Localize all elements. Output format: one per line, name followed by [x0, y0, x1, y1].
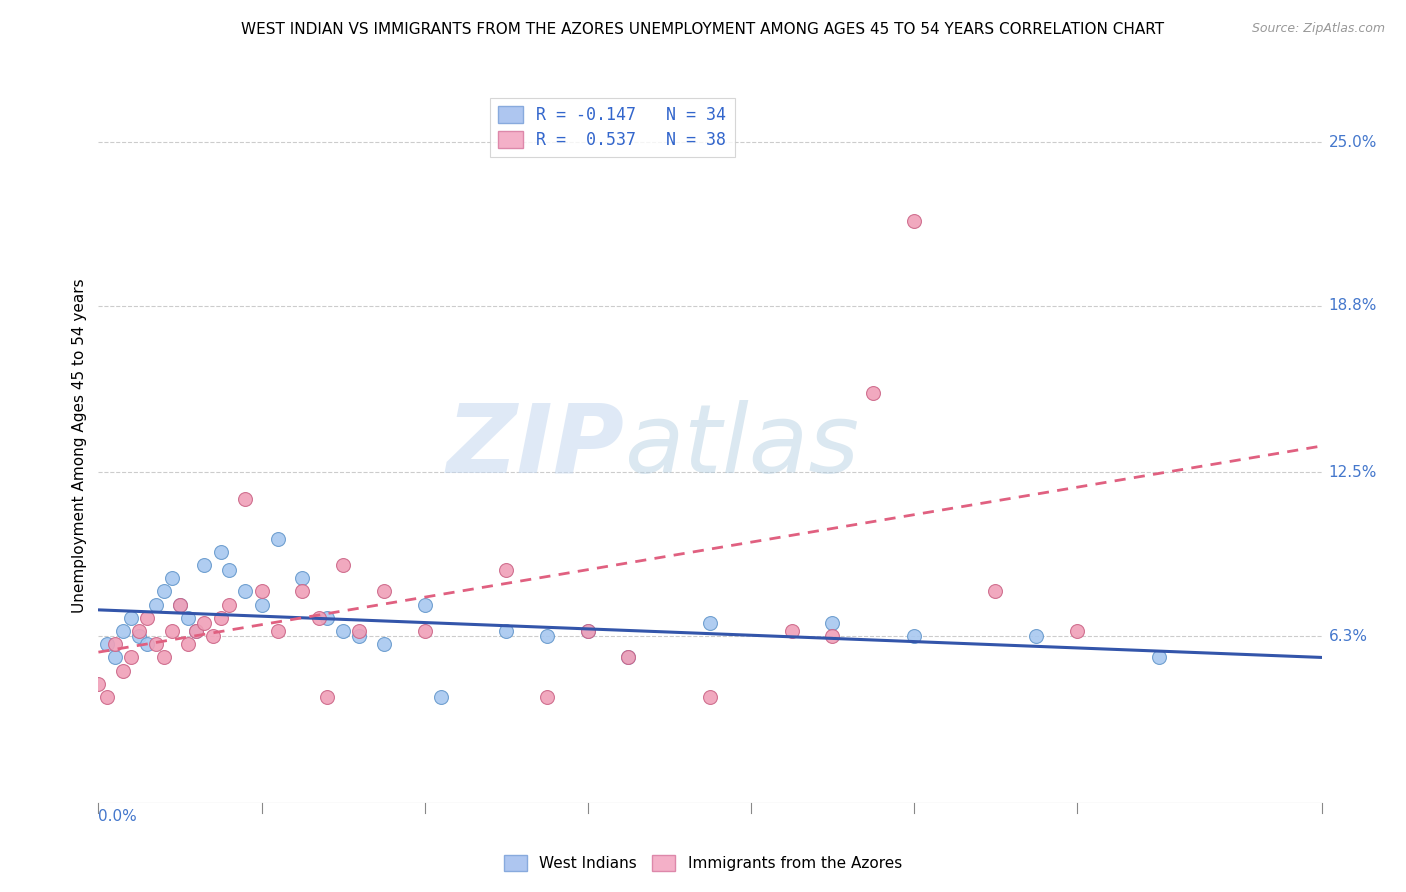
Point	[349, 629, 371, 643]
Point	[209, 545, 232, 559]
Point	[152, 650, 174, 665]
Text: 25.0%: 25.0%	[1329, 135, 1376, 150]
Point	[1147, 650, 1170, 665]
Point	[169, 598, 191, 612]
Y-axis label: Unemployment Among Ages 45 to 54 years: Unemployment Among Ages 45 to 54 years	[72, 278, 87, 614]
Point	[291, 571, 314, 585]
Point	[233, 584, 256, 599]
Point	[136, 637, 159, 651]
Point	[160, 571, 183, 585]
Text: 12.5%: 12.5%	[1329, 465, 1376, 480]
Point	[218, 598, 240, 612]
Point	[495, 624, 517, 638]
Point	[128, 624, 150, 638]
Point	[617, 650, 640, 665]
Point	[233, 491, 256, 506]
Point	[430, 690, 453, 704]
Point	[111, 624, 134, 638]
Point	[780, 624, 803, 638]
Text: Source: ZipAtlas.com: Source: ZipAtlas.com	[1251, 22, 1385, 36]
Point	[250, 598, 273, 612]
Point	[576, 624, 599, 638]
Point	[201, 629, 224, 643]
Text: WEST INDIAN VS IMMIGRANTS FROM THE AZORES UNEMPLOYMENT AMONG AGES 45 TO 54 YEARS: WEST INDIAN VS IMMIGRANTS FROM THE AZORE…	[242, 22, 1164, 37]
Point	[104, 650, 127, 665]
Point	[218, 563, 240, 577]
Point	[87, 677, 110, 691]
Point	[349, 624, 371, 638]
Point	[373, 584, 395, 599]
Point	[177, 611, 200, 625]
Text: ZIP: ZIP	[447, 400, 624, 492]
Text: 18.8%: 18.8%	[1329, 299, 1376, 313]
Point	[315, 690, 337, 704]
Point	[193, 616, 215, 631]
Point	[413, 624, 436, 638]
Point	[193, 558, 215, 572]
Point	[821, 616, 844, 631]
Point	[267, 624, 290, 638]
Point	[862, 386, 884, 401]
Point	[145, 637, 167, 651]
Point	[332, 624, 354, 638]
Point	[145, 598, 167, 612]
Point	[250, 584, 273, 599]
Point	[267, 532, 290, 546]
Point	[903, 629, 925, 643]
Point	[821, 629, 844, 643]
Text: 0.0%: 0.0%	[98, 808, 138, 823]
Point	[332, 558, 354, 572]
Point	[177, 637, 200, 651]
Point	[315, 611, 337, 625]
Point	[104, 637, 127, 651]
Point	[903, 214, 925, 228]
Point	[1066, 624, 1088, 638]
Point	[699, 616, 721, 631]
Point	[413, 598, 436, 612]
Text: 6.3%: 6.3%	[1329, 629, 1368, 644]
Point	[169, 598, 191, 612]
Point	[495, 563, 517, 577]
Point	[536, 629, 558, 643]
Point	[136, 611, 159, 625]
Point	[699, 690, 721, 704]
Point	[152, 584, 174, 599]
Point	[186, 624, 208, 638]
Point	[1025, 629, 1047, 643]
Point	[617, 650, 640, 665]
Point	[120, 650, 142, 665]
Point	[373, 637, 395, 651]
Point	[576, 624, 599, 638]
Point	[96, 690, 118, 704]
Legend: R = -0.147   N = 34, R =  0.537   N = 38: R = -0.147 N = 34, R = 0.537 N = 38	[489, 97, 735, 157]
Point	[120, 611, 142, 625]
Point	[209, 611, 232, 625]
Point	[96, 637, 118, 651]
Point	[291, 584, 314, 599]
Legend: West Indians, Immigrants from the Azores: West Indians, Immigrants from the Azores	[498, 849, 908, 877]
Point	[111, 664, 134, 678]
Point	[984, 584, 1007, 599]
Point	[160, 624, 183, 638]
Point	[536, 690, 558, 704]
Text: atlas: atlas	[624, 400, 859, 492]
Point	[308, 611, 330, 625]
Point	[128, 629, 150, 643]
Point	[186, 624, 208, 638]
